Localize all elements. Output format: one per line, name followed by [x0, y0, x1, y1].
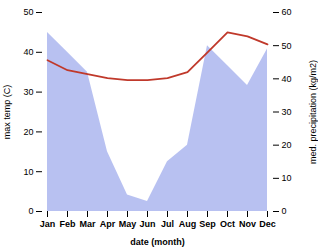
svg-text:40: 40 [23, 47, 33, 57]
svg-text:10: 10 [23, 167, 33, 177]
svg-text:Oct: Oct [220, 219, 235, 229]
svg-text:20: 20 [282, 140, 292, 150]
svg-text:50: 50 [282, 41, 292, 51]
svg-text:0: 0 [28, 206, 33, 216]
svg-text:Mar: Mar [79, 219, 96, 229]
svg-text:Sep: Sep [199, 219, 216, 229]
svg-text:60: 60 [282, 7, 292, 17]
svg-text:50: 50 [23, 7, 33, 17]
svg-text:Dec: Dec [259, 219, 276, 229]
svg-text:med. precipitation (kg/m2): med. precipitation (kg/m2) [308, 60, 318, 164]
svg-text:date (month): date (month) [130, 237, 185, 247]
svg-text:0: 0 [282, 206, 287, 216]
svg-text:Jan: Jan [40, 219, 56, 229]
svg-text:10: 10 [282, 173, 292, 183]
svg-text:Jun: Jun [139, 219, 155, 229]
svg-text:max temp (C): max temp (C) [2, 85, 12, 140]
svg-text:Nov: Nov [239, 219, 256, 229]
svg-text:May: May [119, 219, 137, 229]
svg-text:Apr: Apr [100, 219, 116, 229]
svg-text:Feb: Feb [59, 219, 76, 229]
svg-text:40: 40 [282, 74, 292, 84]
svg-text:30: 30 [282, 107, 292, 117]
svg-text:30: 30 [23, 87, 33, 97]
svg-text:Jul: Jul [161, 219, 174, 229]
svg-text:Aug: Aug [179, 219, 197, 229]
svg-text:20: 20 [23, 127, 33, 137]
